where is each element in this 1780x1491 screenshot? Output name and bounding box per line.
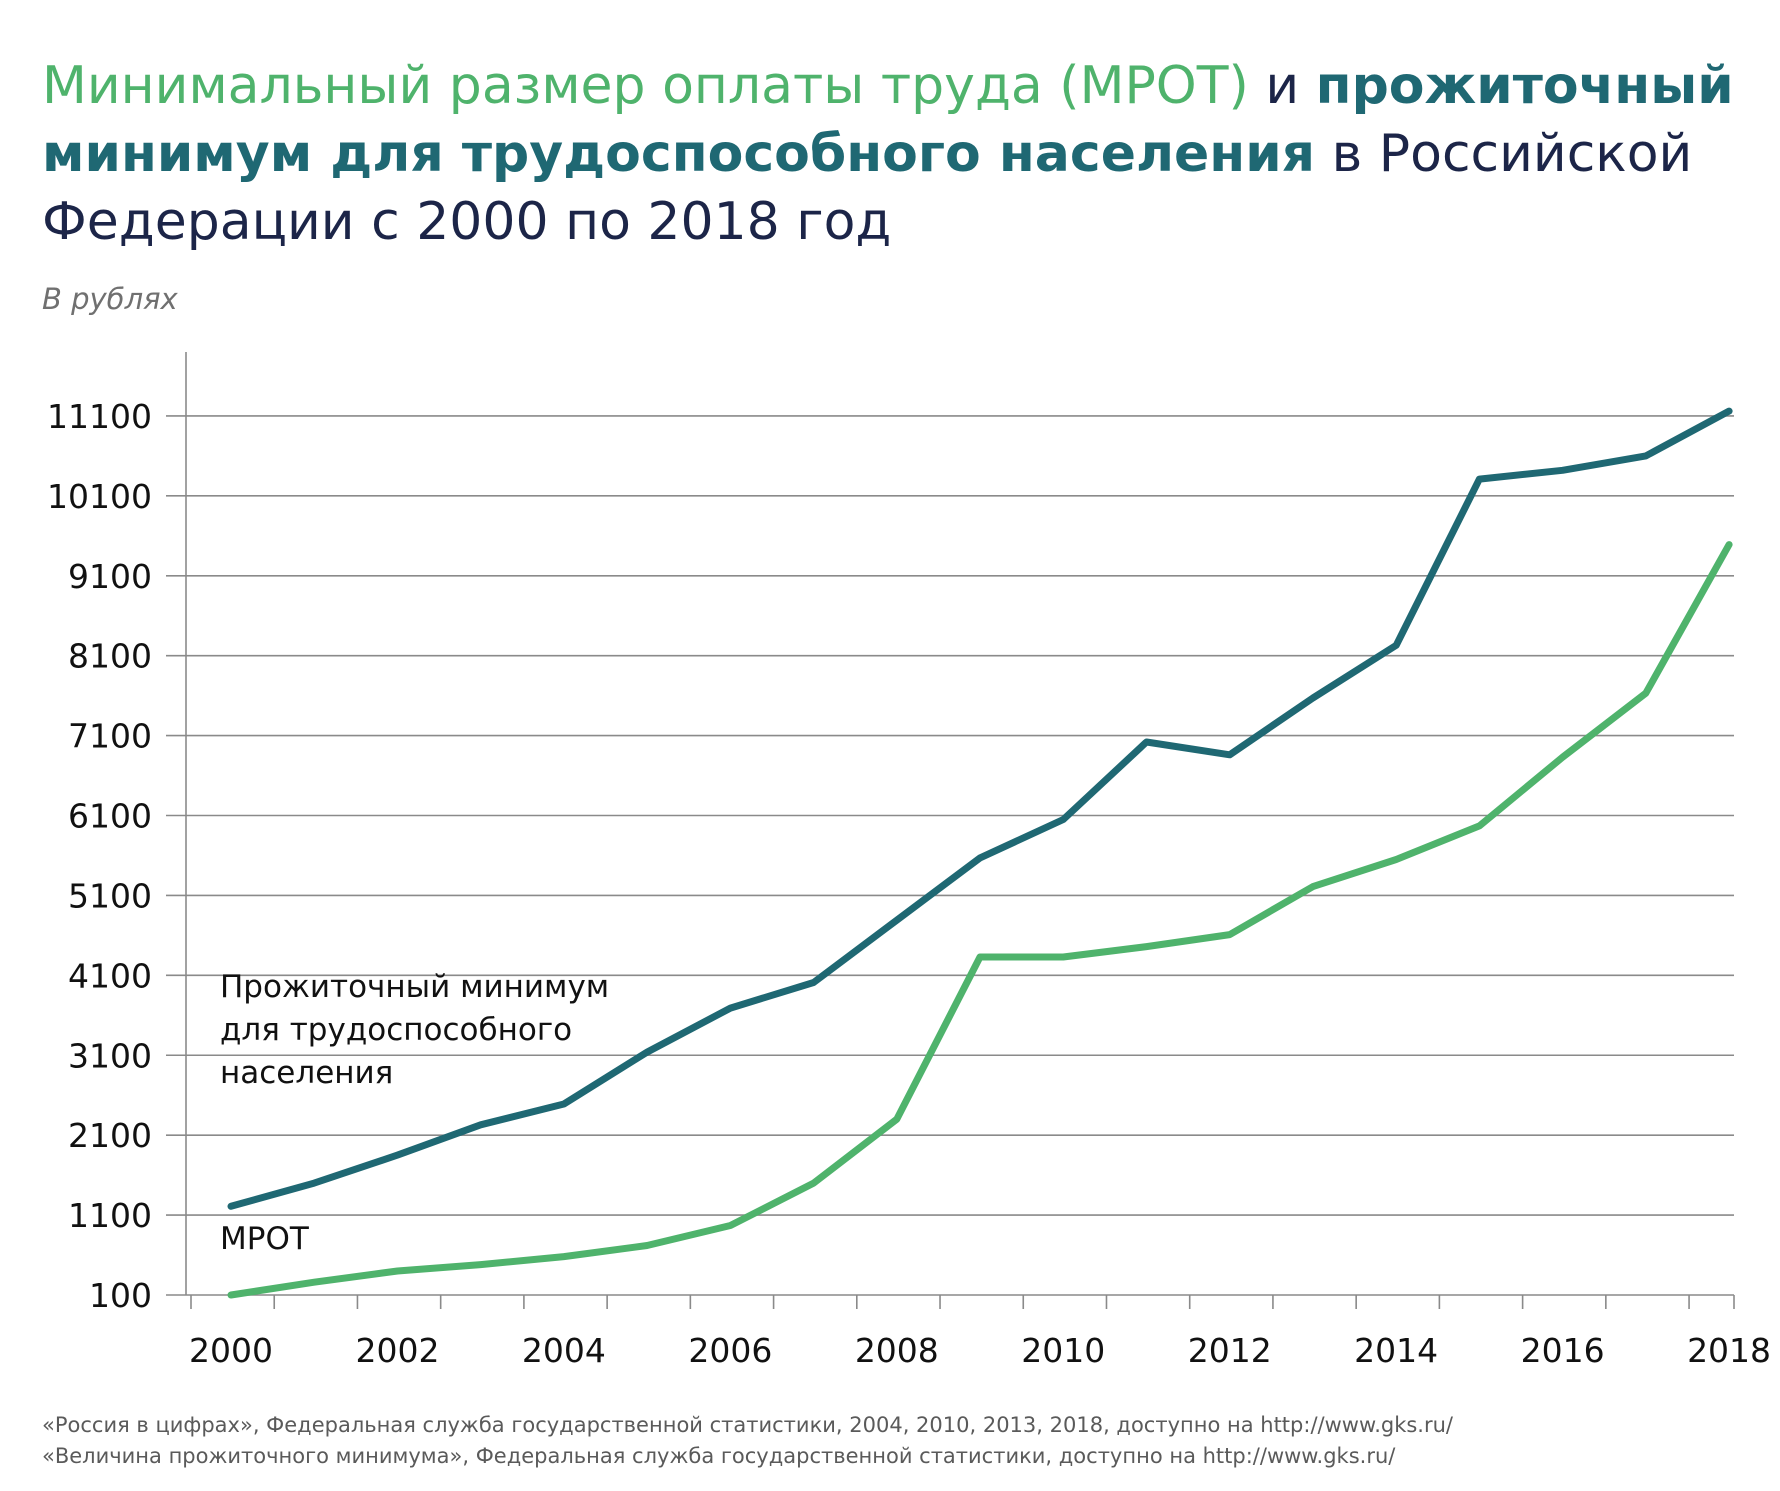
- title-subsistence: прожиточный минимум для трудоспособного …: [42, 56, 1734, 184]
- x-tick-label: 2016: [1521, 1331, 1605, 1370]
- x-tick-label: 2008: [855, 1331, 939, 1370]
- x-tick-label: 2014: [1354, 1331, 1438, 1370]
- y-tick-label: 8100: [68, 637, 152, 676]
- title-rest: в Российской Федерации с 2000 по 2018 го…: [42, 124, 1693, 252]
- series-line-subsistence: [227, 407, 1733, 1210]
- y-tick-label: 1100: [68, 1196, 152, 1235]
- chart-title: Минимальный размер оплаты труда (МРОТ) и…: [42, 52, 1742, 256]
- source-line-2: «Величина прожиточного минимума», Федера…: [42, 1444, 1396, 1468]
- line-chart: 100 1100 2100 3100 4100 5100 6100 7100 8100 9100 1…: [47, 352, 1771, 1370]
- chart-subtitle: В рублях: [42, 282, 178, 316]
- series-label-subsistence: Прожиточный минимум: [220, 969, 609, 1005]
- x-tick-label: 2002: [355, 1331, 439, 1370]
- x-tick-label: 2000: [189, 1331, 273, 1370]
- y-tick-label: 4100: [68, 956, 152, 995]
- y-tick-label: 6100: [68, 797, 152, 836]
- y-tick-label: 3100: [68, 1036, 152, 1075]
- y-tick-label: 9100: [68, 557, 152, 596]
- sources: «Россия в цифрах», Федеральная служба го…: [42, 1410, 1453, 1472]
- x-tick-label: 2006: [688, 1331, 772, 1370]
- y-tick-label: 7100: [68, 717, 152, 756]
- x-tick-label: 2012: [1188, 1331, 1272, 1370]
- series-label-mrot: МРОТ: [220, 1221, 310, 1257]
- x-tick-label: 2018: [1687, 1331, 1771, 1370]
- y-tick-label: 11100: [47, 397, 152, 436]
- series-label-subsistence: населения: [220, 1055, 393, 1091]
- x-tick-label: 2010: [1021, 1331, 1105, 1370]
- series-line-mrot: [227, 541, 1733, 1299]
- title-mrot: Минимальный размер оплаты труда (МРОТ): [42, 56, 1249, 116]
- y-tick-label: 2100: [68, 1116, 152, 1155]
- x-tick-label: 2004: [522, 1331, 606, 1370]
- y-tick-label: 100: [89, 1276, 152, 1315]
- source-line-1: «Россия в цифрах», Федеральная служба го…: [42, 1413, 1453, 1437]
- series-label-subsistence: для трудоспособного: [220, 1012, 572, 1048]
- y-tick-label: 10100: [47, 477, 152, 516]
- y-tick-label: 5100: [68, 876, 152, 915]
- title-and: и: [1248, 56, 1316, 116]
